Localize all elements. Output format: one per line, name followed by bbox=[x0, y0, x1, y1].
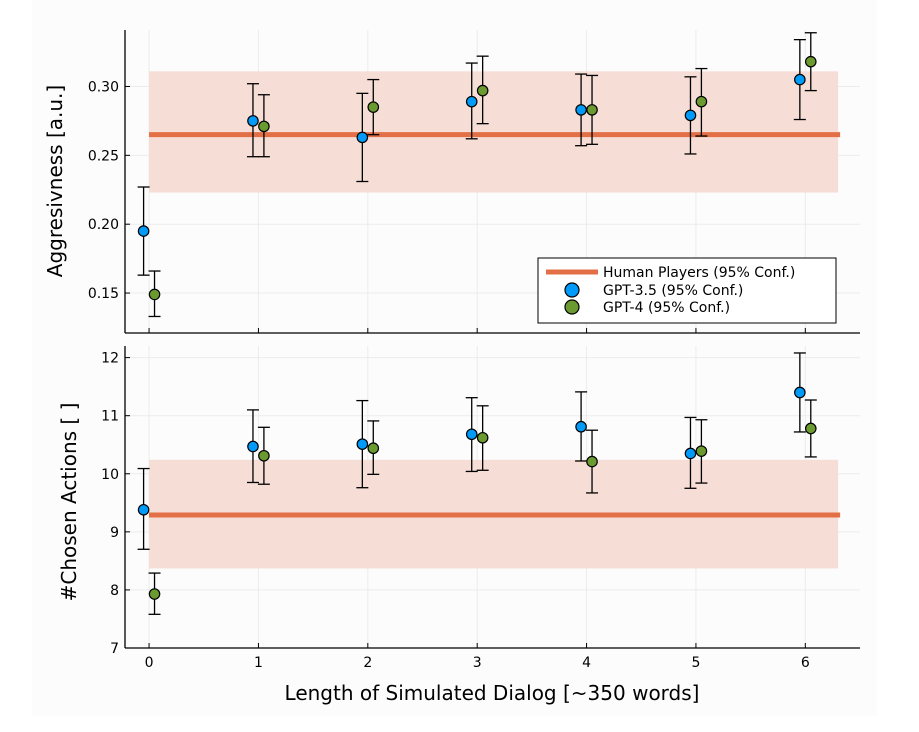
top-gpt35-point-5 bbox=[684, 109, 697, 122]
bottom-gpt35-point-0 bbox=[137, 503, 150, 516]
top-gpt35-point-4 bbox=[575, 104, 587, 116]
bottom-gpt4-point-4 bbox=[586, 455, 598, 468]
top-y-tick-label-1: 0.20 bbox=[88, 217, 119, 233]
bottom-x-tick-label-0: 0 bbox=[145, 655, 154, 671]
bottom-x-tick-label-5: 5 bbox=[691, 655, 700, 671]
bottom-y-axis-label: #Chosen Actions [ ] bbox=[57, 403, 81, 602]
bottom-gpt35-point-6 bbox=[794, 386, 806, 399]
top-y-tick-label-3: 0.30 bbox=[88, 79, 119, 95]
bottom-gpt4-point-2 bbox=[367, 442, 380, 455]
aggressiveness-panel: 0.15 0.20 0.25 0.30 bbox=[88, 30, 860, 334]
top-gpt4-point-6 bbox=[804, 55, 817, 68]
top-gpt4-point-4 bbox=[586, 104, 598, 116]
bottom-x-tick-label-2: 2 bbox=[363, 655, 372, 671]
top-y-axis-label: Aggresivness [a.u.] bbox=[43, 85, 67, 277]
top-gpt4-point-0 bbox=[148, 288, 161, 301]
legend-gpt4-label: GPT-4 (95% Conf.) bbox=[603, 300, 730, 316]
bottom-x-tick-label-3: 3 bbox=[473, 655, 482, 671]
top-gpt4-point-5 bbox=[695, 95, 708, 108]
top-y-tick-label-0: 0.15 bbox=[88, 286, 119, 302]
bottom-gpt35-point-1 bbox=[247, 440, 259, 453]
top-y-tick-label-2: 0.25 bbox=[88, 148, 119, 164]
legend-human-label: Human Players (95% Conf.) bbox=[603, 265, 795, 281]
top-gpt35-point-6 bbox=[794, 73, 806, 86]
bottom-gpt4-point-6 bbox=[804, 422, 817, 435]
bottom-gpt4-point-0 bbox=[148, 588, 161, 600]
bottom-x-tick-label-6: 6 bbox=[801, 655, 810, 671]
bottom-y-tick-label-4: 11 bbox=[101, 409, 119, 425]
top-gpt35-point-0 bbox=[137, 225, 150, 237]
bottom-gpt4-point-1 bbox=[258, 449, 270, 462]
bottom-y-tick-label-1: 8 bbox=[110, 583, 119, 599]
bottom-gpt35-point-5 bbox=[684, 447, 697, 460]
bottom-y-tick-label-5: 12 bbox=[101, 351, 119, 367]
legend-gpt4-marker bbox=[564, 299, 580, 315]
top-gpt35-point-3 bbox=[465, 95, 478, 108]
bottom-gpt35-point-2 bbox=[356, 438, 369, 450]
legend-gpt35-label: GPT-3.5 (95% Conf.) bbox=[603, 283, 743, 299]
top-gpt35-point-2 bbox=[356, 131, 369, 144]
bottom-y-tick-label-2: 9 bbox=[110, 525, 119, 541]
bottom-gpt4-point-5 bbox=[695, 445, 708, 457]
x-axis-label: Length of Simulated Dialog [~350 words] bbox=[285, 681, 700, 705]
bottom-y-tick-label-3: 10 bbox=[101, 467, 119, 483]
legend: Human Players (95% Conf.) GPT-3.5 (95% C… bbox=[537, 257, 837, 324]
bottom-x-tick-label-1: 1 bbox=[254, 655, 263, 671]
legend-box bbox=[537, 257, 837, 324]
top-gpt4-point-1 bbox=[258, 120, 270, 133]
bottom-x-tick-label-4: 4 bbox=[582, 655, 591, 671]
legend-gpt35-marker bbox=[564, 282, 580, 298]
bottom-gpt35-point-4 bbox=[575, 420, 587, 433]
bottom-gpt35-point-3 bbox=[465, 428, 478, 441]
top-gpt4-point-2 bbox=[367, 101, 380, 113]
bottom-y-tick-label-0: 7 bbox=[110, 641, 119, 657]
top-gpt35-point-1 bbox=[247, 115, 259, 127]
bottom-gpt4-point-3 bbox=[476, 431, 489, 444]
top-gpt4-point-3 bbox=[476, 84, 489, 97]
